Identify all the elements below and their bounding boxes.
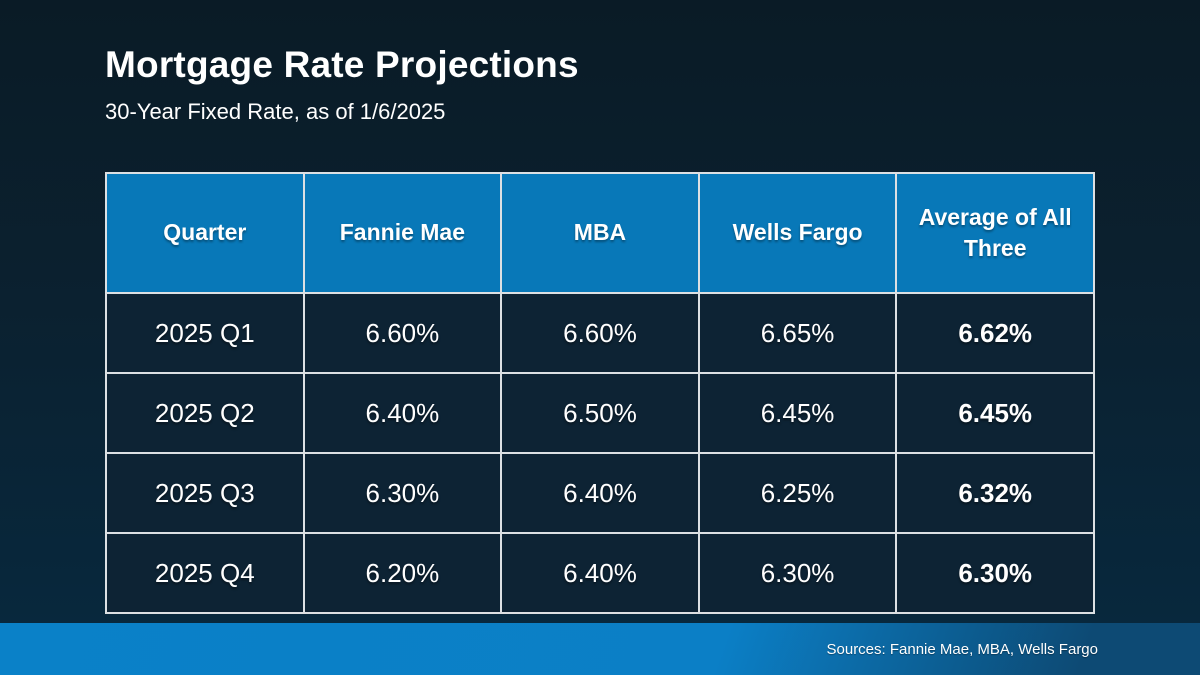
quarter-cell: 2025 Q2 [105, 372, 305, 454]
table-body: 2025 Q1 6.60% 6.60% 6.65% 6.62% 2025 Q2 … [105, 292, 1095, 614]
column-header-fannie-mae: Fannie Mae [302, 172, 503, 294]
fannie-mae-cell: 6.20% [302, 532, 503, 614]
table-header: Quarter Fannie Mae MBA Wells Fargo Avera… [105, 172, 1095, 294]
page-title: Mortgage Rate Projections [105, 44, 579, 85]
wells-fargo-cell: 6.30% [697, 532, 898, 614]
average-cell: 6.32% [895, 452, 1095, 534]
column-header-quarter: Quarter [105, 172, 305, 294]
fannie-mae-cell: 6.40% [302, 372, 503, 454]
mba-cell: 6.40% [500, 532, 700, 614]
table-row: 2025 Q4 6.20% 6.40% 6.30% 6.30% [105, 532, 1095, 614]
wells-fargo-cell: 6.65% [697, 292, 898, 374]
wells-fargo-cell: 6.45% [697, 372, 898, 454]
column-header-wells-fargo: Wells Fargo [697, 172, 898, 294]
table-row: 2025 Q3 6.30% 6.40% 6.25% 6.32% [105, 452, 1095, 534]
column-header-mba: MBA [500, 172, 700, 294]
header-row: Quarter Fannie Mae MBA Wells Fargo Avera… [105, 172, 1095, 294]
mba-cell: 6.60% [500, 292, 700, 374]
sources-text: Sources: Fannie Mae, MBA, Wells Fargo [826, 640, 1099, 658]
average-cell: 6.30% [895, 532, 1095, 614]
table-row: 2025 Q2 6.40% 6.50% 6.45% 6.45% [105, 372, 1095, 454]
projections-table: Quarter Fannie Mae MBA Wells Fargo Avera… [105, 172, 1095, 614]
mba-cell: 6.50% [500, 372, 700, 454]
average-cell: 6.45% [895, 372, 1095, 454]
fannie-mae-cell: 6.60% [302, 292, 503, 374]
quarter-cell: 2025 Q3 [105, 452, 305, 534]
average-cell: 6.62% [895, 292, 1095, 374]
mba-cell: 6.40% [500, 452, 700, 534]
table-row: 2025 Q1 6.60% 6.60% 6.65% 6.62% [105, 292, 1095, 374]
page-subtitle: 30-Year Fixed Rate, as of 1/6/2025 [105, 99, 446, 124]
column-header-average: Average of All Three [895, 172, 1095, 294]
fannie-mae-cell: 6.30% [302, 452, 503, 534]
footer-bar: Sources: Fannie Mae, MBA, Wells Fargo [0, 623, 1200, 675]
quarter-cell: 2025 Q1 [105, 292, 305, 374]
quarter-cell: 2025 Q4 [105, 532, 305, 614]
wells-fargo-cell: 6.25% [697, 452, 898, 534]
